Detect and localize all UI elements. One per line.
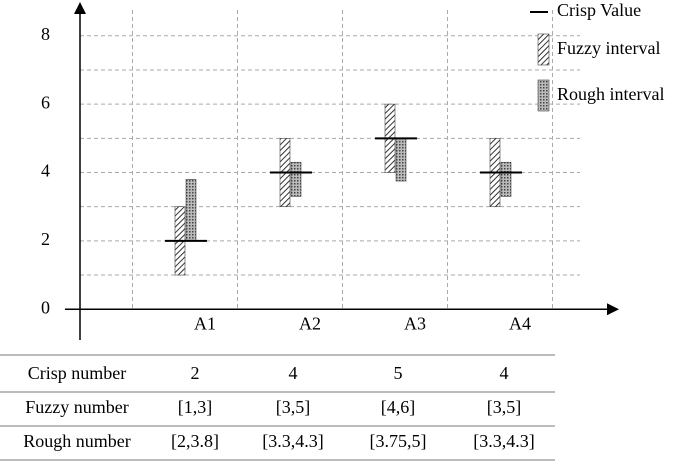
x-tick-label: A2 — [299, 313, 321, 333]
table-cell: 2 — [191, 363, 200, 383]
table-cell: Fuzzy number — [25, 397, 128, 417]
legend-label: Crisp Value — [557, 0, 641, 20]
table-cell: [3.3,4.3] — [473, 431, 535, 451]
table-cell: 5 — [394, 363, 403, 383]
table-cell: [3,5] — [487, 397, 522, 417]
x-tick-label: A1 — [194, 313, 216, 333]
table-cell: 4 — [289, 363, 298, 383]
interval-bar — [290, 161, 302, 197]
y-tick-label: 2 — [41, 229, 50, 249]
table-cell: [3,5] — [276, 397, 311, 417]
table-cell: [4,6] — [381, 397, 416, 417]
y-tick-label: 6 — [41, 92, 50, 112]
y-tick-label: 8 — [41, 24, 50, 44]
legend-swatch — [537, 33, 550, 66]
table-cell: Rough number — [23, 431, 131, 451]
table-cell: [3.75,5] — [370, 431, 427, 451]
interval-bar — [185, 179, 197, 242]
y-tick-label: 4 — [41, 161, 50, 181]
interval-bar — [500, 161, 512, 197]
legend-label: Fuzzy interval — [557, 38, 660, 58]
table-cell: 4 — [500, 363, 509, 383]
interval-bar — [395, 138, 407, 182]
table-cell: [3.3,4.3] — [262, 431, 324, 451]
x-tick-label: A4 — [509, 313, 531, 333]
table-cell: [1,3] — [178, 397, 213, 417]
x-tick-label: A3 — [404, 313, 426, 333]
legend-swatch — [537, 79, 550, 112]
table-cell: Crisp number — [28, 363, 127, 383]
legend-label: Rough interval — [557, 84, 664, 104]
table-cell: [2,3.8] — [171, 431, 219, 451]
y-tick-label: 0 — [41, 297, 50, 317]
